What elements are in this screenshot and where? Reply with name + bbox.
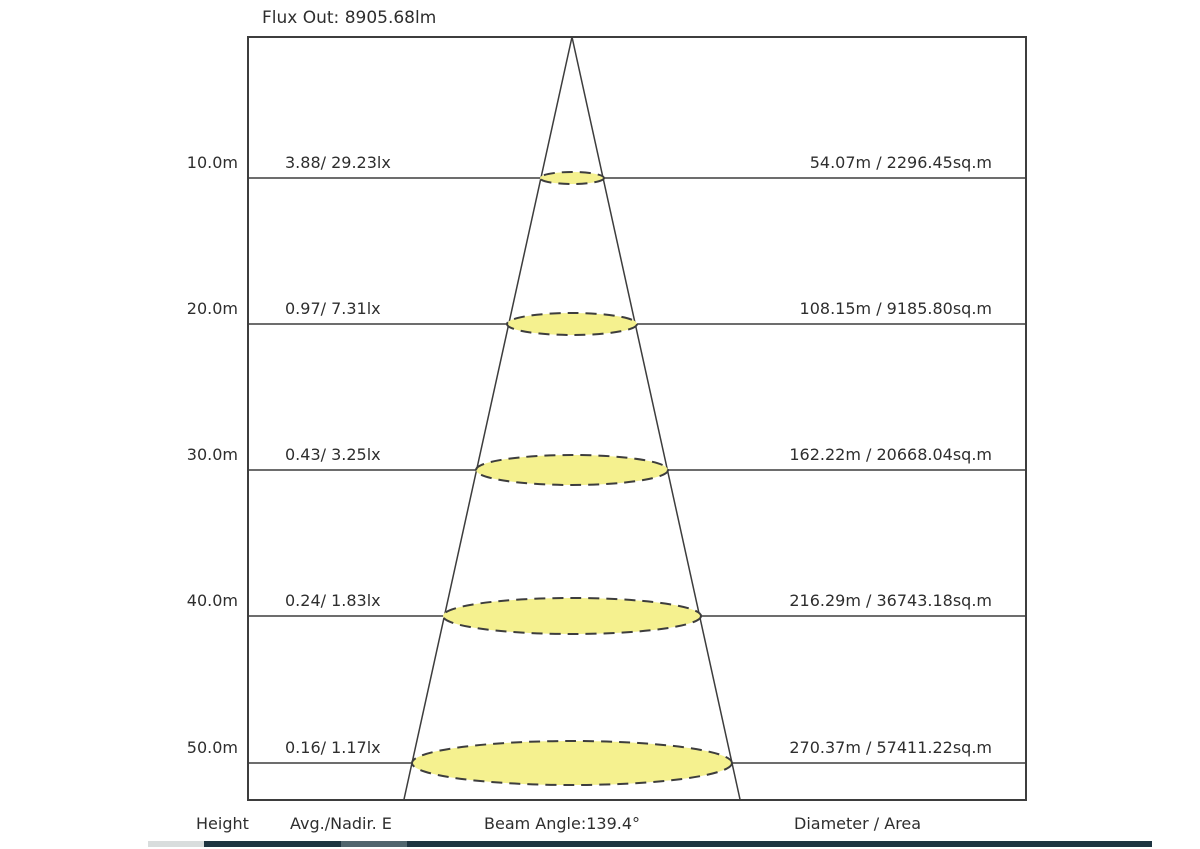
avg-nadir-value-30m: 0.43/ 3.25lx [285,445,381,464]
height-label-30m: 30.0m [186,445,238,464]
beam-cone-left-edge [403,36,573,801]
beam-spot-ellipse [475,454,669,486]
footer-diameter-area-caption: Diameter / Area [794,814,922,833]
flux-out-title: Flux Out: 8905.68lm [262,8,437,28]
diameter-area-value-40m: 216.29m / 36743.18sq.m [789,591,992,610]
height-label-40m: 40.0m [186,591,238,610]
bottom-bar-segment [407,841,1152,847]
chart-frame [247,36,1027,801]
footer-height-caption: Height [196,814,249,833]
diameter-area-value-20m: 108.15m / 9185.80sq.m [799,299,992,318]
diameter-area-value-10m: 54.07m / 2296.45sq.m [809,153,992,172]
bottom-bar-segment [148,841,204,847]
diameter-area-value-30m: 162.22m / 20668.04sq.m [789,445,992,464]
beam-cone-right-edge [571,36,741,801]
footer-beam-angle-caption: Beam Angle:139.4° [484,814,641,833]
beam-spot-ellipse [411,740,733,786]
avg-nadir-value-10m: 3.88/ 29.23lx [285,153,391,172]
height-label-10m: 10.0m [186,153,238,172]
beam-spot-ellipse [506,312,638,336]
bottom-edge-bar [0,841,1200,847]
bottom-bar-segment [204,841,341,847]
avg-nadir-value-20m: 0.97/ 7.31lx [285,299,381,318]
avg-nadir-value-50m: 0.16/ 1.17lx [285,738,381,757]
bottom-bar-segment [341,841,407,847]
footer-avg-nadir-caption: Avg./Nadir. E [290,814,392,833]
height-label-50m: 50.0m [186,738,238,757]
beam-spot-ellipse [442,597,702,635]
diameter-area-value-50m: 270.37m / 57411.22sq.m [789,738,992,757]
avg-nadir-value-40m: 0.24/ 1.83lx [285,591,381,610]
height-label-20m: 20.0m [186,299,238,318]
beam-spot-ellipse [539,171,605,185]
